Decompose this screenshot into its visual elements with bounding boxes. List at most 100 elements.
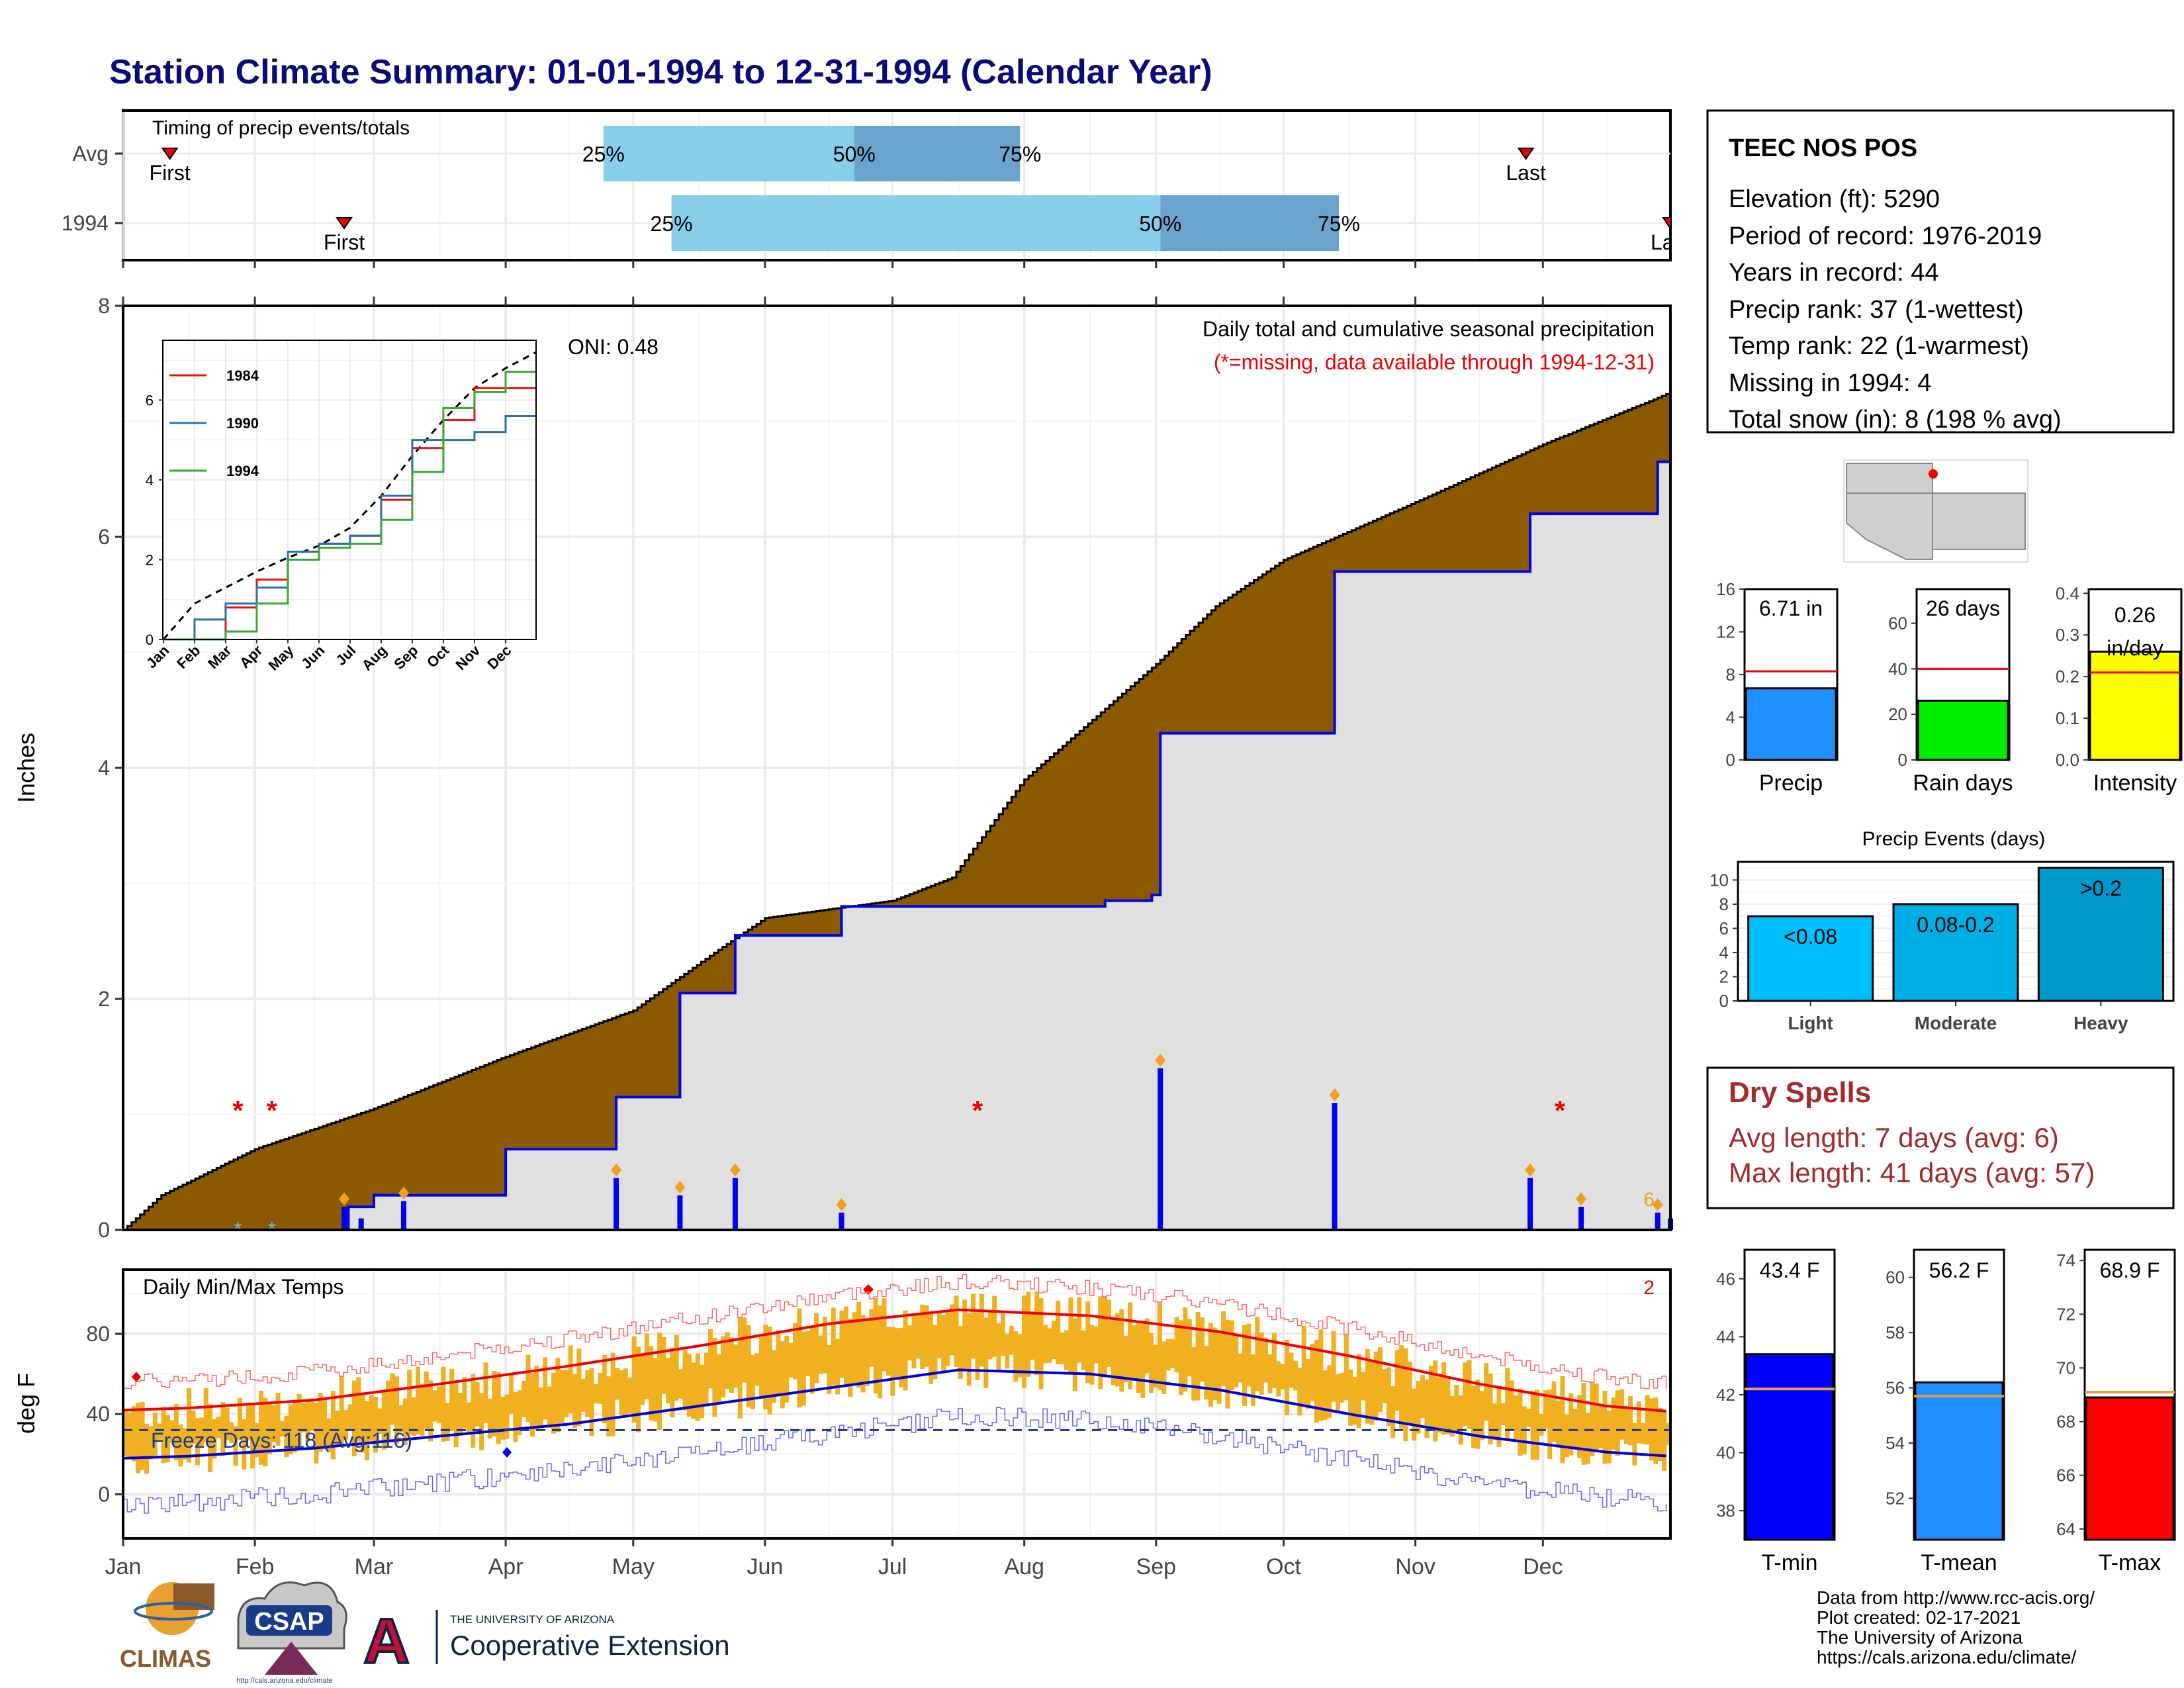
temp-range-bar	[508, 1373, 514, 1414]
temp-range-bar	[356, 1377, 361, 1442]
events-bar	[1892, 903, 2019, 1002]
temp-range-bar	[1030, 1311, 1035, 1360]
temp-range-bar	[1183, 1307, 1188, 1392]
temp-range-bar	[1263, 1337, 1269, 1383]
station-name: TEEC NOS POS	[1729, 134, 1917, 162]
temp-y-tick-label: 40	[86, 1402, 110, 1426]
temp-range-bar	[1234, 1336, 1239, 1388]
temp-range-bar	[1449, 1395, 1455, 1437]
temp-range-bar	[131, 1405, 136, 1462]
temp-range-bar	[1077, 1297, 1082, 1363]
temp-value-label: 43.4 F	[1760, 1258, 1820, 1282]
temp-range-bar	[543, 1357, 548, 1420]
csap-label-bg	[246, 1605, 332, 1636]
temp-range-bar	[674, 1335, 679, 1401]
temp-range-bar	[848, 1319, 853, 1397]
temp-range-bar	[979, 1293, 984, 1367]
temp-range-bar	[869, 1309, 874, 1367]
temp-range-bar	[496, 1372, 501, 1444]
temp-range-bar	[924, 1305, 929, 1367]
mini-value-label: in/day	[2107, 636, 2163, 660]
temp-range-bar	[856, 1301, 862, 1388]
temp-range-bar	[187, 1387, 192, 1463]
temp-range-bar	[538, 1387, 543, 1427]
temp-range-bar	[1378, 1347, 1383, 1413]
temp-range-bar	[784, 1335, 790, 1403]
temp-y-tick-label: 0	[98, 1482, 110, 1506]
temp-range-bar	[1038, 1297, 1044, 1389]
temp-range-bar	[314, 1402, 319, 1464]
temp-y-tick-label: 42	[1716, 1385, 1735, 1405]
temp-range-bar	[585, 1370, 590, 1417]
temp-range-bar	[1013, 1331, 1019, 1382]
temp-range-bar	[1132, 1325, 1137, 1378]
temp-range-bar	[1590, 1382, 1595, 1456]
temp-range-bar	[958, 1325, 963, 1379]
temp-range-bar	[229, 1422, 234, 1443]
daily-precip-bar	[1655, 1212, 1661, 1230]
temp-y-tick-label: 40	[1716, 1443, 1735, 1463]
temp-range-bar	[1428, 1366, 1433, 1428]
temp-range-bar	[1000, 1313, 1005, 1356]
temp-range-bar	[1412, 1388, 1417, 1441]
temp-range-bar	[1424, 1380, 1430, 1438]
month-tick-label: Jun	[747, 1554, 783, 1579]
temp-range-bar	[271, 1405, 277, 1442]
temp-range-bar	[1178, 1320, 1183, 1395]
temp-range-bar	[1229, 1320, 1234, 1391]
events-bar-label: 0.08-0.2	[1917, 913, 1994, 937]
temp-bar	[2085, 1396, 2175, 1541]
precip-corner-count: 6	[1643, 1189, 1655, 1211]
mini-y-tick-label: 0.1	[2056, 708, 2079, 728]
temp-range-bar	[1017, 1334, 1023, 1378]
temp-y-tick-label: 58	[1886, 1323, 1905, 1342]
temp-range-bar	[966, 1313, 972, 1386]
temp-range-bar	[737, 1318, 743, 1419]
ua-small-text: THE UNIVERSITY OF ARIZONA	[450, 1613, 615, 1626]
temp-range-bar	[1420, 1375, 1426, 1418]
temp-range-bar	[1569, 1393, 1574, 1456]
missing-markers: ***** *	[232, 1095, 1566, 1241]
temp-range-bar	[466, 1402, 471, 1434]
temp-y-tick-label: 56	[1886, 1378, 1905, 1398]
last-event-marker	[1662, 217, 1670, 230]
temp-range-bar	[992, 1295, 997, 1357]
inset-y-tick-label: 0	[146, 632, 154, 648]
mini-y-tick-label: 0.3	[2056, 625, 2079, 645]
temp-range-bar	[284, 1415, 289, 1458]
temp-range-bar	[1331, 1331, 1336, 1402]
temp-range-bar	[1005, 1333, 1010, 1369]
temp-range-bar	[246, 1403, 251, 1441]
temp-range-bar	[772, 1350, 777, 1403]
climas-logo: CLIMAS	[120, 1582, 214, 1672]
temp-range-bar	[1285, 1339, 1290, 1415]
temp-range-bar	[1403, 1348, 1408, 1442]
temp-range-bar	[1310, 1344, 1315, 1401]
temp-range-bar	[1276, 1361, 1281, 1397]
temp-range-bar	[975, 1312, 980, 1380]
temp-value-label: 68.9 F	[2100, 1258, 2160, 1282]
temp-range-bar	[1662, 1411, 1667, 1471]
temp-value-label: 56.2 F	[1929, 1258, 1989, 1282]
temp-range-bar	[1191, 1346, 1197, 1401]
timing-pct-label: 25%	[651, 212, 693, 236]
temp-range-bar	[1238, 1353, 1243, 1383]
inset-legend: 1984 1990 1994	[169, 367, 259, 479]
temp-range-bar	[1445, 1377, 1451, 1434]
temp-range-bar	[700, 1364, 705, 1419]
temp-range-bar	[127, 1412, 132, 1458]
temp-range-bar	[1340, 1372, 1345, 1403]
temp-range-bar	[1144, 1318, 1150, 1374]
temp-range-bar	[1161, 1341, 1167, 1394]
temp-panel-label: T-max	[2099, 1550, 2161, 1575]
inset-y-tick-label: 2	[146, 551, 154, 568]
temp-range-bar	[907, 1325, 913, 1361]
temp-range-bar	[1513, 1395, 1519, 1440]
temp-range-bar	[369, 1395, 374, 1441]
temp-range-bar	[610, 1352, 615, 1436]
temp-range-bar	[1242, 1325, 1248, 1406]
temp-range-bar	[1165, 1338, 1171, 1371]
station-info-box: TEEC NOS POS Elevation (ft): 5290 Period…	[1706, 109, 2175, 434]
station-line: Total snow (in): 8 (198 % avg)	[1729, 406, 2062, 434]
